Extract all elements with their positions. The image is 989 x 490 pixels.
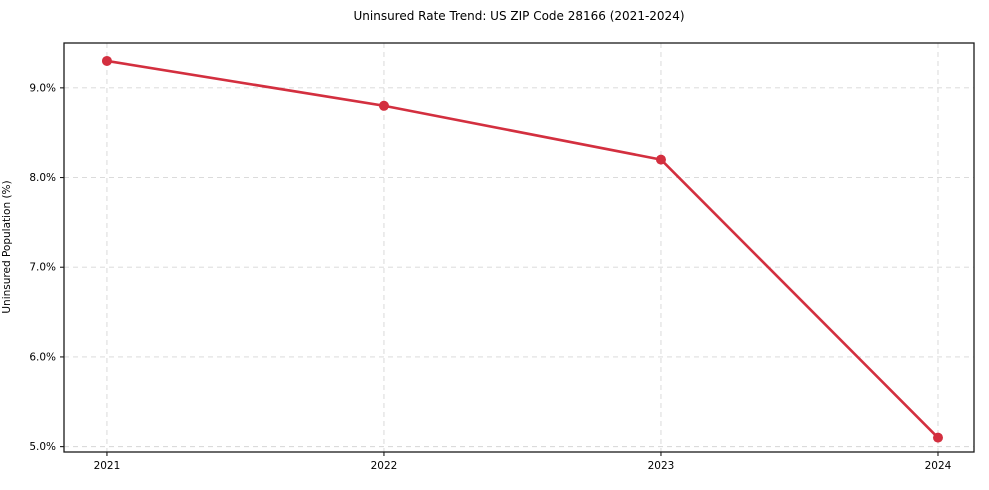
y-tick-label: 9.0% <box>29 82 56 94</box>
y-tick-label: 6.0% <box>29 351 56 363</box>
data-point-marker <box>932 432 943 443</box>
axes-spines <box>63 42 975 453</box>
data-point-marker <box>101 55 112 66</box>
x-tick-label: 2024 <box>925 460 952 472</box>
line-series <box>105 59 940 439</box>
data-point-marker <box>378 100 389 111</box>
y-tick-label: 8.0% <box>29 172 56 184</box>
chart-title: Uninsured Rate Trend: US ZIP Code 28166 … <box>353 9 685 23</box>
data-point-marker <box>655 154 666 165</box>
x-tick-label: 2022 <box>371 460 398 472</box>
x-tick-label: 2021 <box>94 460 121 472</box>
x-tick-label: 2023 <box>648 460 675 472</box>
y-tick-label: 7.0% <box>29 262 56 274</box>
y-tick-label: 5.0% <box>29 441 56 453</box>
